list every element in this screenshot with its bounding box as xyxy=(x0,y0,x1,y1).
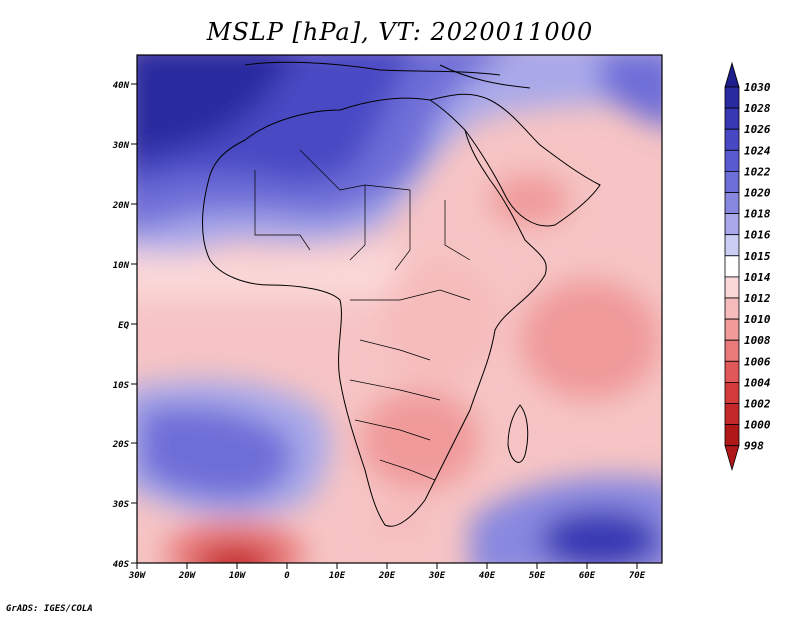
lat-label: 30S xyxy=(112,500,130,510)
legend-label: 1026 xyxy=(744,123,771,136)
legend-swatch xyxy=(724,360,740,383)
legend-swatch xyxy=(724,276,740,299)
legend-swatch xyxy=(724,297,740,320)
legend-swatch xyxy=(724,255,740,278)
lat-label: 20N xyxy=(112,201,130,211)
lat-label: 10S xyxy=(113,381,130,391)
lon-label: 10E xyxy=(329,571,346,581)
lat-label: 40S xyxy=(113,560,130,570)
lon-label: 20E xyxy=(378,571,396,581)
pressure-field xyxy=(137,55,662,563)
legend-swatch xyxy=(724,403,740,426)
legend-swatch xyxy=(724,213,740,236)
legend-swatch xyxy=(724,318,740,341)
legend-label: 1008 xyxy=(744,334,771,347)
lon-label: 40E xyxy=(479,571,496,581)
lon-label: 30W xyxy=(128,571,147,581)
legend-swatch xyxy=(724,192,740,215)
legend-swatch xyxy=(724,128,740,151)
legend-label: 1030 xyxy=(744,81,771,94)
legend-label: 1014 xyxy=(744,271,771,284)
legend-label: 1002 xyxy=(744,398,771,411)
legend-label: 1015 xyxy=(744,250,771,263)
legend-swatch xyxy=(724,339,740,362)
lon-label: 70E xyxy=(629,571,646,581)
legend-swatch xyxy=(724,170,740,193)
color-legend: 1030 1028 1026 1024 1022 1020 1018 1016 1015 1014… xyxy=(724,61,771,472)
credit-text: GrADS: IGES/COLA xyxy=(6,604,93,614)
legend-label: 1012 xyxy=(744,292,771,305)
legend-swatch xyxy=(724,107,740,130)
legend-label: 1018 xyxy=(744,208,771,221)
lon-label: 10W xyxy=(229,571,247,581)
lat-label: 20S xyxy=(112,440,130,450)
legend-arrow-top xyxy=(724,61,740,88)
lat-label: EQ xyxy=(118,321,129,331)
lat-axis: 40N 30N 20N 10N EQ 10S 20S 30S 40S xyxy=(112,81,137,570)
legend-label: 1010 xyxy=(744,313,771,326)
lat-label: 40N xyxy=(113,81,130,91)
lon-label: 0 xyxy=(284,571,290,581)
legend-label: 1028 xyxy=(744,102,771,115)
legend-label: 998 xyxy=(744,440,764,453)
map-title: MSLP [hPa], VT: 2020011000 xyxy=(206,18,594,46)
lon-label: 30E xyxy=(428,571,446,581)
legend-label: 1004 xyxy=(744,376,771,389)
legend-label: 1022 xyxy=(744,165,771,178)
legend-swatch xyxy=(724,86,740,109)
lon-label: 20W xyxy=(178,571,197,581)
legend-label: 1020 xyxy=(744,187,771,200)
plot-frame xyxy=(136,54,663,564)
legend-label: 1006 xyxy=(744,355,771,368)
lat-label: 30N xyxy=(112,141,130,151)
lon-axis: 30W 20W 10W 0 10E 20E 30E 40E 50E 60E 70… xyxy=(128,563,646,581)
legend-swatch xyxy=(724,234,740,257)
lat-label: 10N xyxy=(113,261,130,271)
lon-label: 60E xyxy=(579,571,596,581)
country-borders xyxy=(254,149,471,481)
lon-label: 50E xyxy=(529,571,546,581)
legend-label: 1000 xyxy=(744,419,771,432)
legend-swatch xyxy=(724,381,740,404)
coastlines xyxy=(202,61,601,527)
legend-swatch xyxy=(724,149,740,172)
legend-label: 1016 xyxy=(744,229,771,242)
legend-swatch xyxy=(724,424,740,447)
legend-arrow-bottom xyxy=(724,445,740,472)
legend-label: 1024 xyxy=(744,144,771,157)
